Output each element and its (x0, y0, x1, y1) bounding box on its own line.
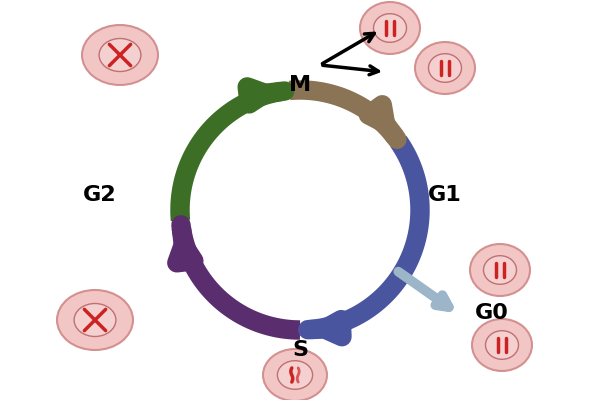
Ellipse shape (360, 2, 420, 54)
Ellipse shape (57, 290, 133, 350)
Text: G0: G0 (475, 303, 509, 323)
Ellipse shape (428, 54, 461, 82)
Ellipse shape (470, 244, 530, 296)
Text: S: S (292, 340, 308, 360)
Ellipse shape (263, 349, 327, 400)
Ellipse shape (99, 38, 141, 72)
Text: M: M (289, 75, 311, 95)
Ellipse shape (74, 304, 116, 336)
Ellipse shape (415, 42, 475, 94)
Ellipse shape (485, 331, 518, 359)
Ellipse shape (484, 256, 517, 284)
Text: G2: G2 (83, 185, 117, 205)
Ellipse shape (373, 14, 407, 42)
Ellipse shape (82, 25, 158, 85)
Ellipse shape (277, 361, 313, 389)
Ellipse shape (472, 319, 532, 371)
Text: G1: G1 (428, 185, 462, 205)
